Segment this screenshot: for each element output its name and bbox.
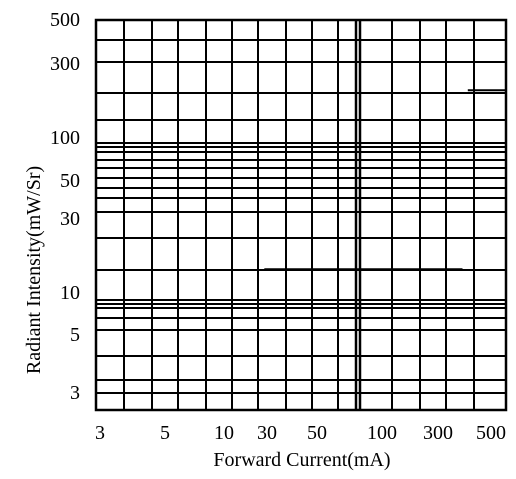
y-tick-label-50: 50 <box>60 170 80 192</box>
x-tick-label-100: 100 <box>367 422 397 444</box>
x-axis-title: Forward Current(mA) <box>213 449 390 471</box>
plot-frame <box>94 18 508 412</box>
plot-border <box>94 18 508 412</box>
y-tick-label-500: 500 <box>50 9 80 31</box>
grid <box>96 20 506 410</box>
x-tick-label-500: 500 <box>476 422 506 444</box>
y-tick-label-3: 3 <box>70 382 80 404</box>
y-tick-labels: 3 5 10 30 50 100 300 500 <box>50 9 80 404</box>
x-tick-label-30: 30 <box>257 422 277 444</box>
x-tick-label-3: 3 <box>95 422 105 444</box>
x-tick-label-50: 50 <box>307 422 327 444</box>
y-tick-label-100: 100 <box>50 127 80 149</box>
x-tick-label-5: 5 <box>160 422 170 444</box>
y-tick-label-300: 300 <box>50 53 80 75</box>
y-tick-label-30: 30 <box>60 208 80 230</box>
x-tick-labels: 3 5 10 30 50 100 300 500 <box>95 422 506 444</box>
y-tick-label-10: 10 <box>60 282 80 304</box>
y-axis-title: Radiant Intensity(mW/Sr) <box>23 166 45 374</box>
x-tick-label-10: 10 <box>214 422 234 444</box>
x-tick-label-300: 300 <box>423 422 453 444</box>
y-tick-label-5: 5 <box>70 324 80 346</box>
series-layer <box>264 89 506 271</box>
